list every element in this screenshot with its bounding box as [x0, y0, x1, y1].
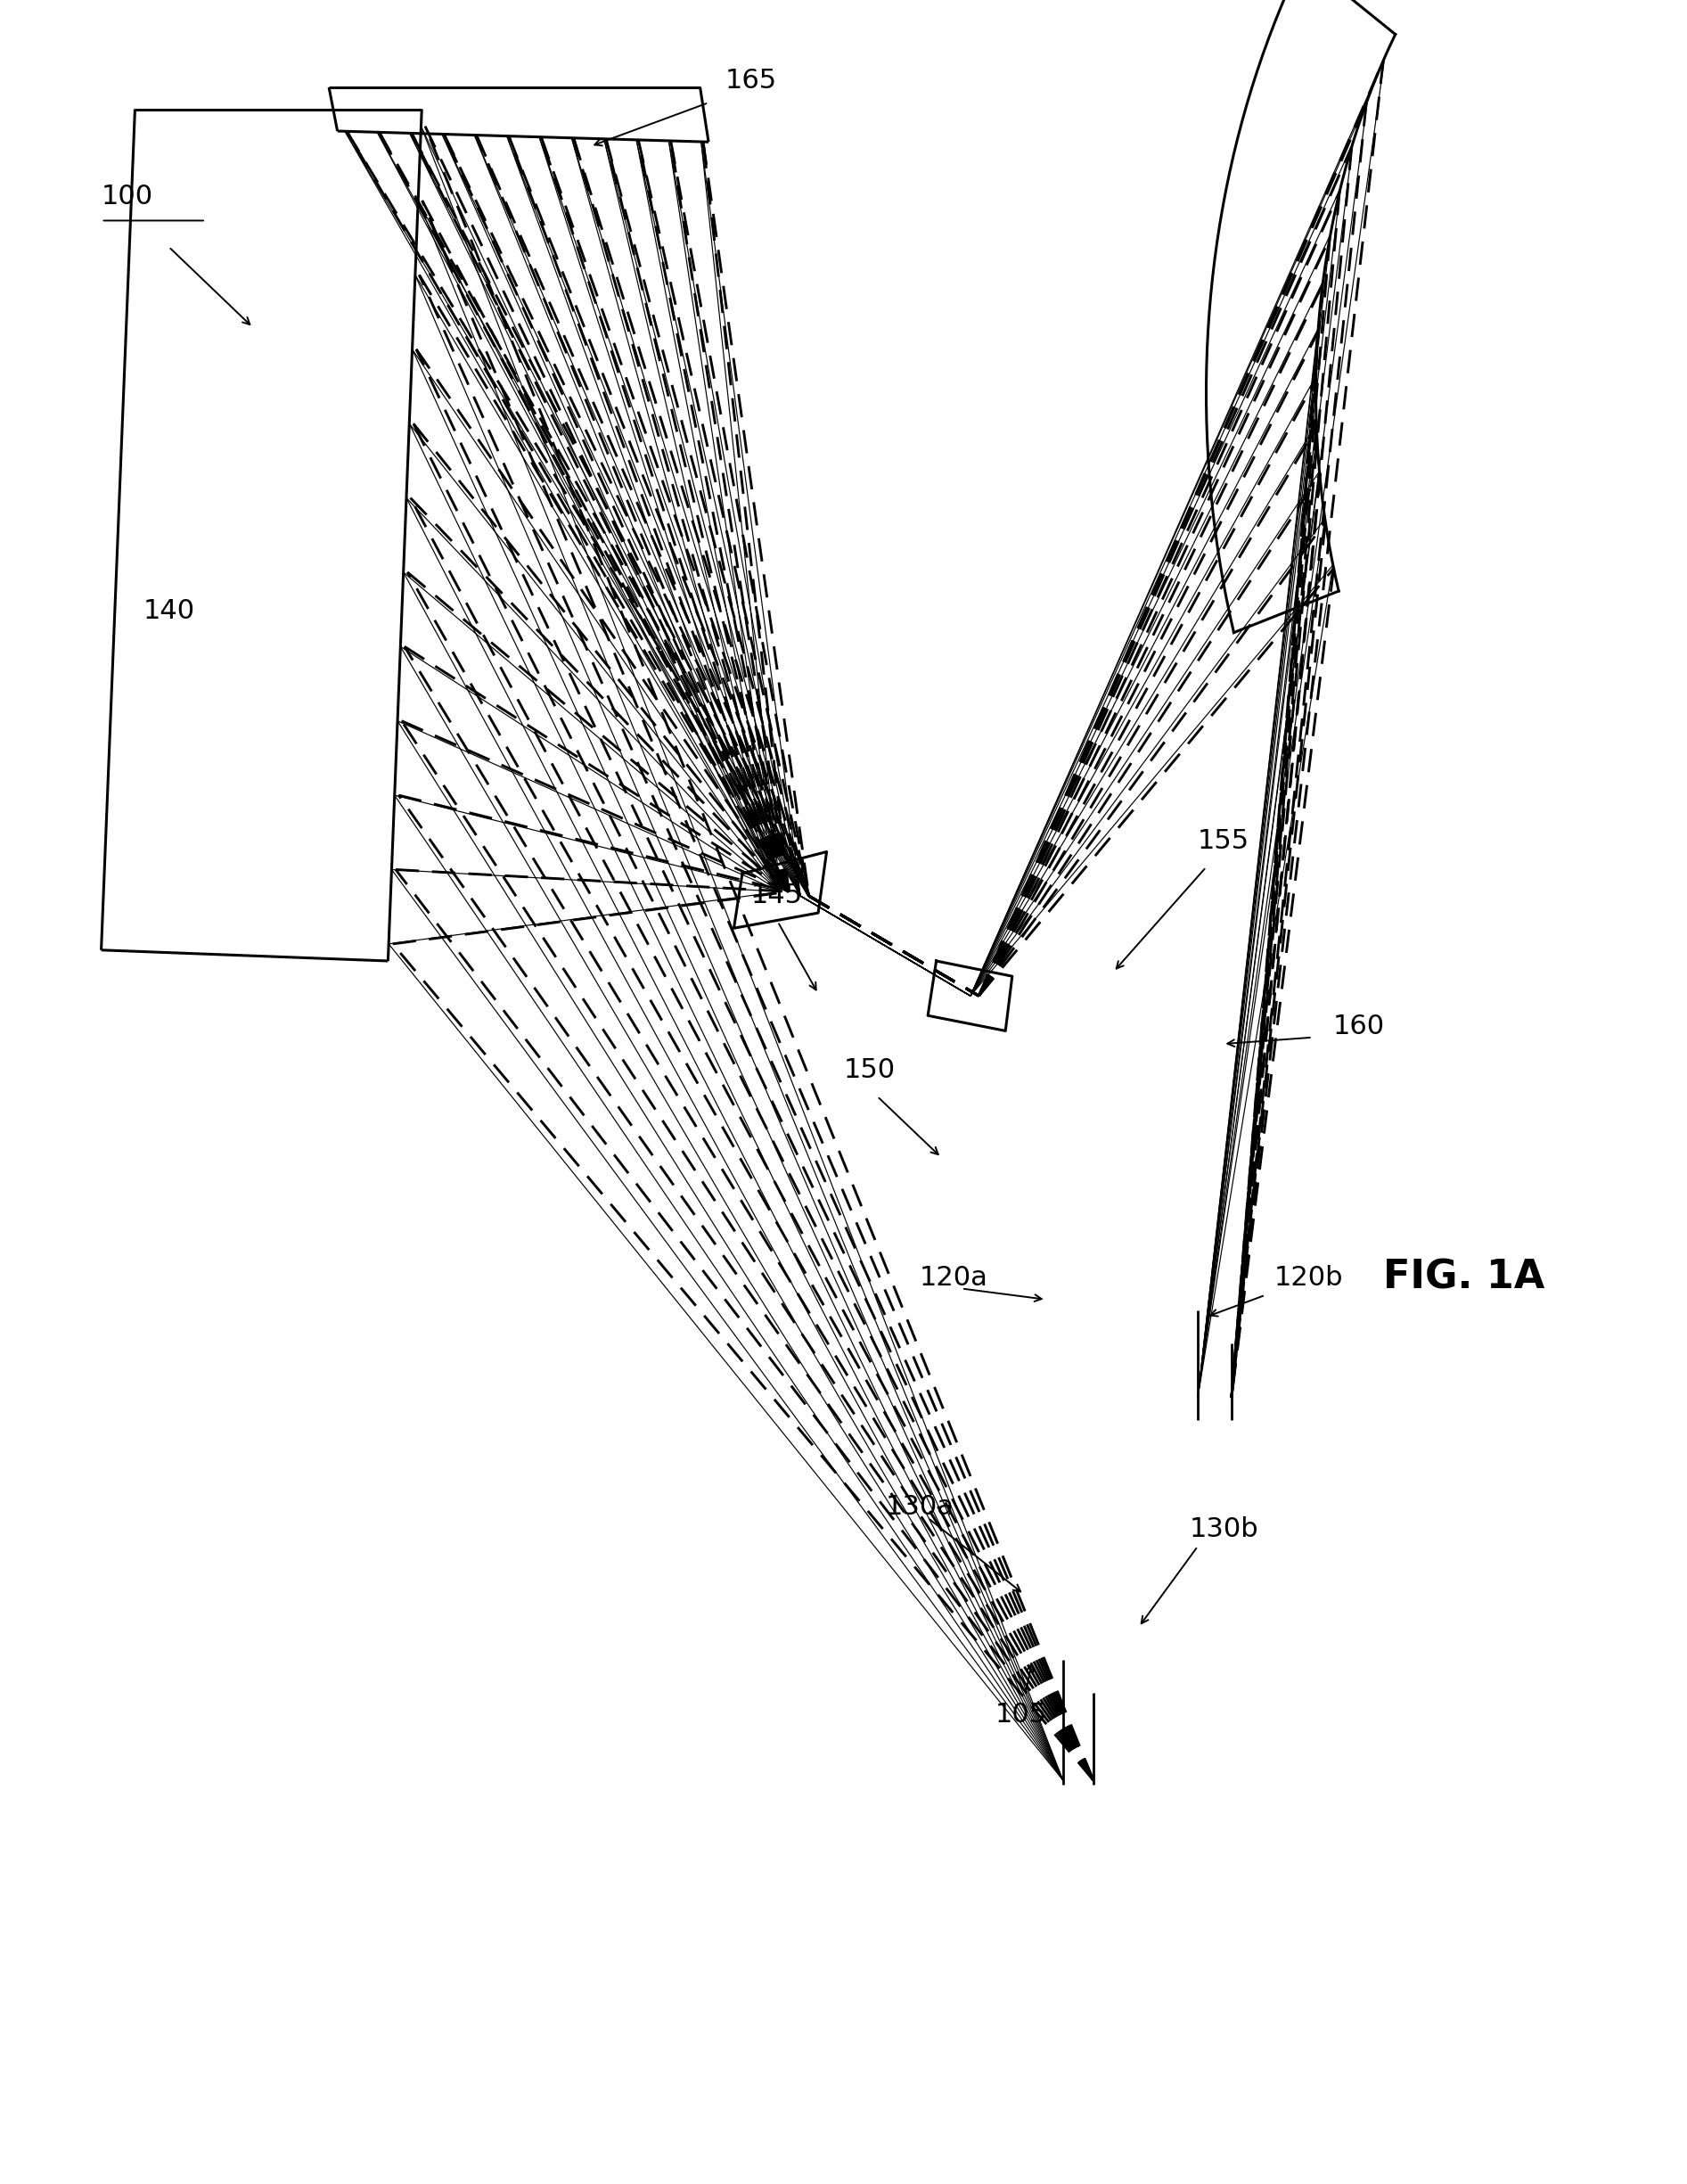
- Text: 165: 165: [725, 68, 778, 94]
- Text: 140: 140: [143, 598, 196, 625]
- Text: 100: 100: [101, 183, 154, 210]
- Text: 155: 155: [1198, 828, 1250, 854]
- Text: 130b: 130b: [1189, 1516, 1259, 1542]
- Text: 160: 160: [1333, 1013, 1385, 1040]
- Text: 120a: 120a: [919, 1265, 989, 1291]
- Text: 145: 145: [751, 882, 803, 909]
- Text: FIG. 1A: FIG. 1A: [1383, 1258, 1545, 1297]
- Text: 130a: 130a: [886, 1494, 955, 1520]
- Text: 120b: 120b: [1274, 1265, 1343, 1291]
- Text: 150: 150: [844, 1057, 896, 1083]
- Text: 105: 105: [995, 1701, 1048, 1728]
